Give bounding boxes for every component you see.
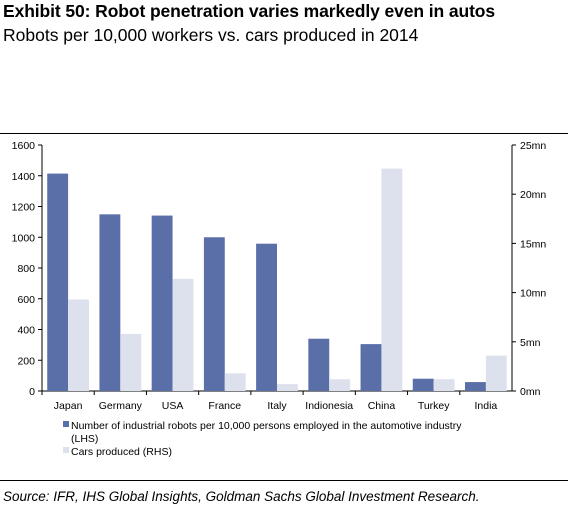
category-label: China — [368, 400, 396, 412]
category-label: Germany — [99, 400, 143, 412]
legend-label-robots-line1: Number of industrial robots per 10,000 p… — [71, 420, 462, 432]
left-tick-label: 1600 — [12, 140, 36, 152]
bar-cars-india — [485, 355, 507, 391]
exhibit-subtitle: Robots per 10,000 workers vs. cars produ… — [3, 25, 419, 45]
bar-robots-india — [465, 382, 486, 391]
category-label: India — [474, 400, 497, 412]
left-tick-label: 400 — [17, 325, 35, 337]
bar-robots-indionesia — [308, 338, 330, 391]
legend-label-cars: Cars produced (RHS) — [71, 446, 172, 458]
bar-robots-china — [360, 344, 382, 391]
category-labels: Japan Germany USA France Italy Indionesia Chin… — [41, 391, 497, 412]
bar-cars-china — [381, 168, 403, 391]
left-tick-label: 200 — [17, 355, 35, 367]
bar-robots-turkey — [412, 378, 434, 391]
category-label: USA — [162, 400, 184, 412]
left-tick-label: 600 — [17, 294, 35, 306]
legend-swatch-robots — [63, 421, 69, 427]
category-label: Indionesia — [305, 400, 353, 412]
bar-robots-france — [203, 237, 225, 391]
bar-robots-japan — [47, 173, 69, 391]
bar-series — [47, 168, 507, 391]
category-label: Japan — [54, 400, 83, 412]
bar-cars-italy — [277, 384, 298, 391]
right-tick-label: 15mn — [520, 238, 546, 250]
bar-cars-turkey — [433, 379, 455, 391]
right-tick-label: 5mn — [520, 337, 541, 349]
bar-cars-germany — [120, 333, 142, 391]
legend: Number of industrial robots per 10,000 p… — [63, 420, 462, 458]
right-tick-label: 20mn — [520, 189, 546, 201]
category-label: Italy — [267, 400, 287, 412]
right-axis-ticks: 0mn 5mn 10mn 15mn 20mn 25mn — [512, 140, 546, 398]
right-tick-label: 0mn — [520, 386, 541, 398]
left-tick-label: 1400 — [12, 171, 36, 183]
top-divider — [0, 133, 568, 134]
exhibit-title: Exhibit 50: Robot penetration varies mar… — [3, 1, 496, 21]
left-tick-label: 1000 — [12, 232, 36, 244]
bottom-divider — [0, 480, 568, 481]
category-label: Turkey — [418, 400, 450, 412]
bar-cars-japan — [68, 299, 89, 391]
category-label: France — [208, 400, 241, 412]
bar-cars-usa — [172, 278, 194, 391]
bar-robots-usa — [151, 215, 173, 391]
bar-robots-germany — [99, 214, 121, 391]
right-tick-label: 25mn — [520, 140, 546, 152]
right-tick-label: 10mn — [520, 288, 546, 300]
left-tick-label: 800 — [17, 263, 35, 275]
left-axis-ticks: 0 200 400 600 800 1000 1200 1400 1600 — [12, 140, 42, 398]
bar-cars-france — [224, 373, 246, 391]
source-note: Source: IFR, IHS Global Insights, Goldma… — [3, 489, 480, 504]
legend-swatch-cars — [63, 447, 69, 453]
left-tick-label: 0 — [29, 386, 35, 398]
bar-cars-indionesia — [329, 379, 351, 391]
legend-label-robots-line2: (LHS) — [71, 433, 98, 445]
bar-robots-italy — [256, 243, 277, 391]
left-tick-label: 1200 — [12, 202, 36, 214]
